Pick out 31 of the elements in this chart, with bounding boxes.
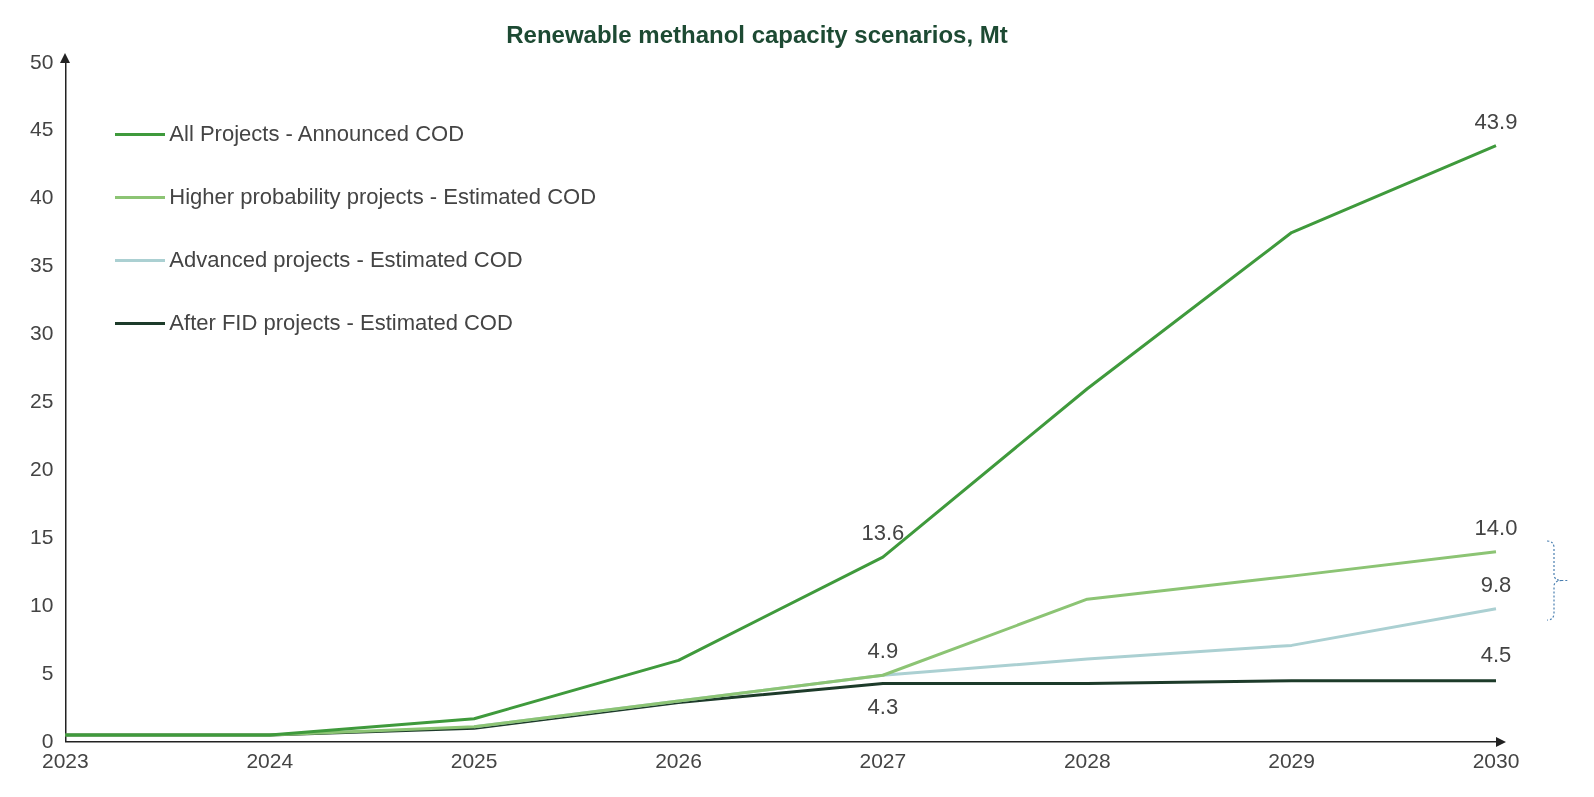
x-tick-label: 2023 <box>42 749 89 773</box>
y-tick-label: 10 <box>30 592 54 616</box>
legend-label: All Projects - Announced COD <box>169 121 465 148</box>
y-tick-label: 0 <box>41 728 54 752</box>
data-label: 13.6 <box>861 520 905 546</box>
x-tick-label: 2028 <box>1063 749 1111 773</box>
y-tick-label: 30 <box>30 321 54 345</box>
legend-label: Advanced projects - Estimated COD <box>169 247 523 274</box>
legend-label: After FID projects - Estimated COD <box>169 310 513 337</box>
y-tick-label: 45 <box>30 117 54 141</box>
data-label: 4.3 <box>867 694 899 720</box>
legend-label: Higher probability projects - Estimated COD <box>169 184 597 211</box>
y-tick-label: 35 <box>30 253 54 277</box>
x-tick-label: 2027 <box>859 749 907 773</box>
y-tick-label: 40 <box>30 185 54 209</box>
chart-title: Renewable methanol capacity scenarios, Mt <box>506 21 1008 49</box>
data-label: 4.5 <box>1480 641 1512 667</box>
data-label: 4.9 <box>867 638 899 664</box>
x-tick-label: 2026 <box>655 749 702 773</box>
x-tick-label: 2025 <box>450 749 498 773</box>
data-label: 43.9 <box>1474 108 1518 134</box>
x-tick-label: 2029 <box>1268 749 1315 773</box>
y-tick-label: 25 <box>30 389 54 413</box>
y-tick-label: 50 <box>30 49 54 73</box>
data-label: 9.8 <box>1480 571 1512 597</box>
x-tick-label: 2024 <box>246 749 294 773</box>
y-tick-label: 20 <box>30 457 54 480</box>
y-tick-label: 15 <box>30 524 54 548</box>
x-tick-label: 2030 <box>1472 749 1520 773</box>
y-tick-label: 5 <box>41 660 54 684</box>
data-label: 14.0 <box>1474 514 1518 540</box>
